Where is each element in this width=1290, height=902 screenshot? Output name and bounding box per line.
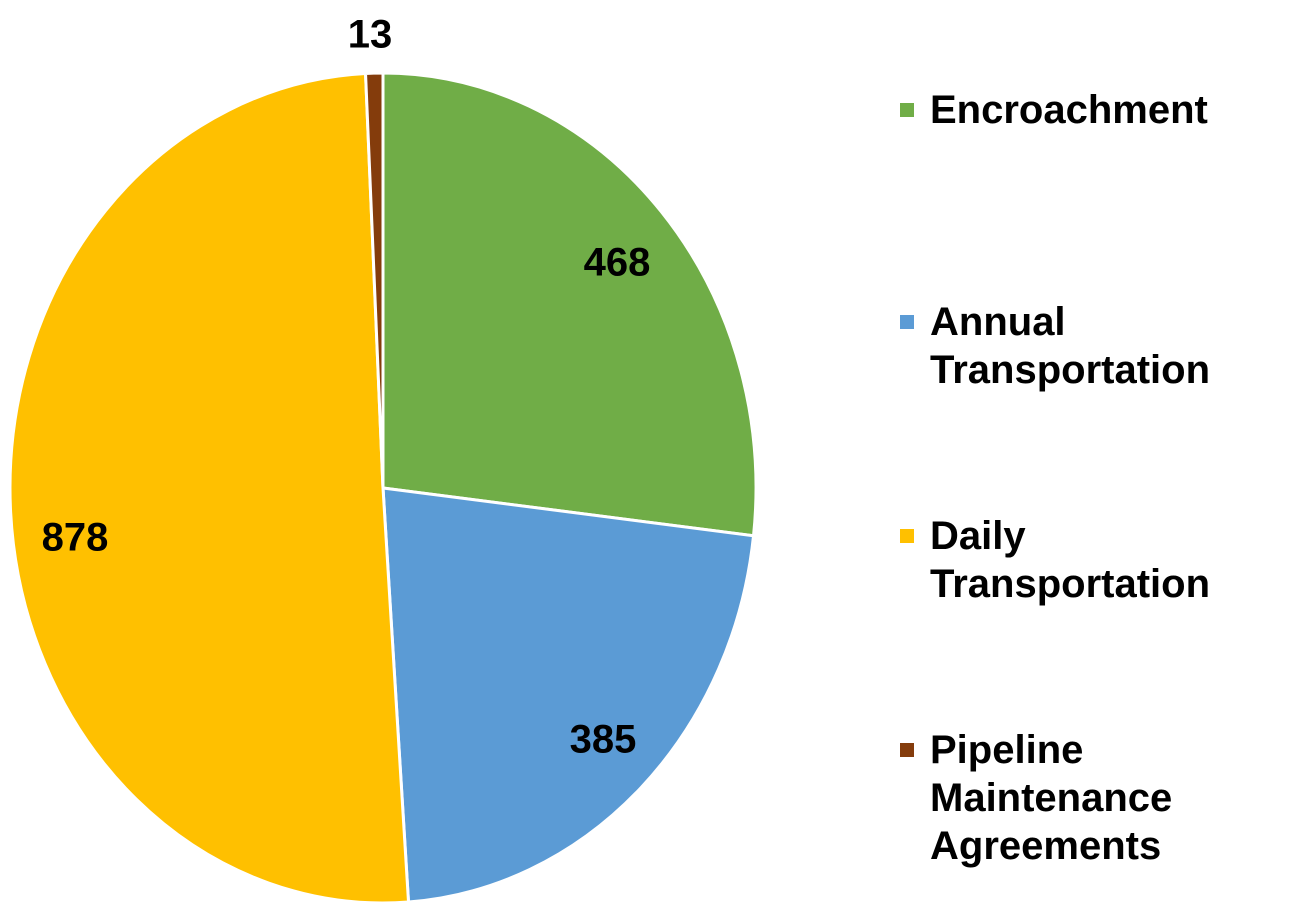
legend-label: Pipeline Maintenance Agreements <box>930 728 1173 868</box>
legend-swatch <box>900 743 914 757</box>
legend-entry: Encroachment <box>900 86 1260 134</box>
legend: Encroachment Annual Transportation Daily T… <box>900 0 1280 902</box>
legend-entry: Pipeline Maintenance Agreements <box>900 726 1260 870</box>
legend-label: Daily Transportation <box>930 514 1211 606</box>
pie-slice <box>381 486 756 902</box>
chart: 468 385 878 13 <box>8 13 758 902</box>
legend-swatch <box>900 315 914 329</box>
pie-slice <box>363 71 385 489</box>
pie-slice <box>8 71 411 902</box>
pie-slice <box>381 71 758 538</box>
legend-swatch <box>900 529 914 543</box>
data-label: 468 <box>584 241 651 285</box>
legend-entry: Annual Transportation <box>900 298 1260 394</box>
legend-swatch <box>900 103 914 117</box>
data-label: 878 <box>42 516 109 560</box>
legend-label: Encroachment <box>930 88 1208 132</box>
legend-label: Annual Transportation <box>930 300 1211 392</box>
data-label: 385 <box>570 718 637 762</box>
data-label: 13 <box>348 13 393 57</box>
legend-entry: Daily Transportation <box>900 512 1260 608</box>
